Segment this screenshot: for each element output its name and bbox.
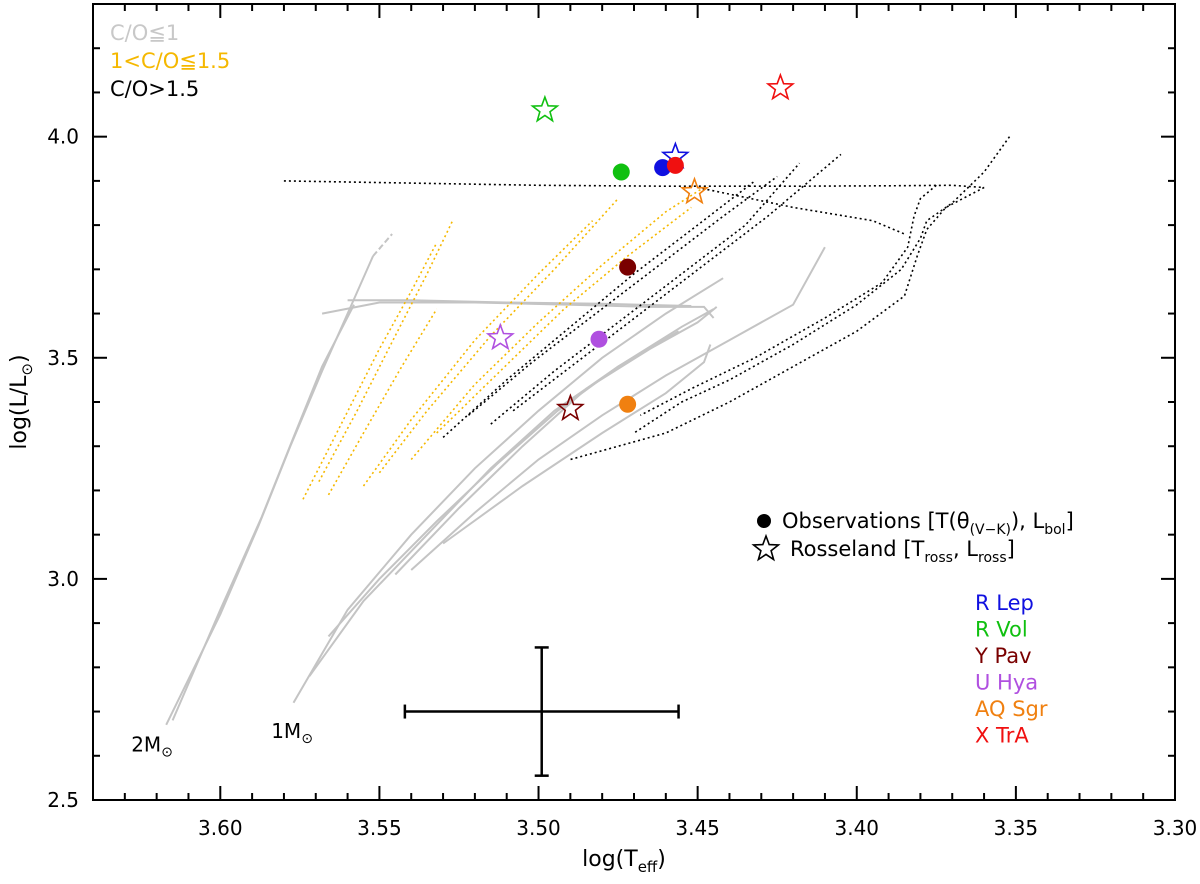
- track-gray-3: [292, 277, 724, 704]
- legend-star-aq-sgr: AQ Sgr: [975, 697, 1048, 721]
- y-tick-label: 3.0: [47, 567, 79, 591]
- y-tick-label: 4.0: [47, 125, 79, 149]
- track-orange-15: [378, 198, 619, 474]
- x-tick-label: 3.45: [675, 816, 720, 840]
- legend-star-x-tra: X TrA: [975, 724, 1029, 748]
- x-tick-label: 3.30: [1153, 816, 1198, 840]
- legend-star-icon: [751, 533, 781, 562]
- track-black-21: [512, 153, 842, 412]
- track-orange-13: [327, 308, 438, 496]
- track-gray-10: [347, 299, 692, 307]
- mass-label-1msun: 1M⊙: [271, 719, 313, 747]
- track-gray-2: [372, 233, 393, 257]
- track-black-20: [490, 162, 801, 425]
- ross-marker-aq-sgr: [679, 176, 710, 205]
- error-bar: [403, 646, 680, 777]
- track-legend-orange: 1<C/O≦1.5: [110, 49, 230, 73]
- track-orange-17: [436, 206, 692, 434]
- legend-observations-label: Observations [T(θ(V−K)), Lbol]: [782, 509, 1074, 538]
- x-axis-title: log(Teff): [582, 847, 666, 876]
- legend-rosseland-label: Rosseland [Tross, Lross]: [790, 537, 1015, 566]
- star-name-legend: R Lep R Vol Y Pav U Hya AQ Sgr X TrA: [974, 591, 1048, 748]
- obs-marker-x-tra: [666, 156, 684, 174]
- track-black-23: [570, 186, 985, 461]
- x-axis-title-sub: eff: [638, 858, 658, 876]
- track-legend-gray: C/O≦1: [110, 21, 179, 45]
- axis-ticks: 3.60 3.55 3.50 3.45 3.40 3.35 3.30 2.5 3.0 3.5 4.0: [47, 3, 1198, 840]
- legend-star-r-vol: R Vol: [975, 618, 1028, 642]
- x-tick-label: 3.40: [834, 816, 879, 840]
- ross-marker-x-tra: [765, 72, 796, 101]
- track-black-25: [640, 184, 937, 417]
- ross-marker-r-vol: [530, 94, 560, 123]
- mass-label-2msun: 2M⊙: [131, 732, 173, 760]
- track-legend-black: C/O>1.5: [110, 77, 199, 101]
- track-orange-11: [302, 242, 438, 500]
- track-gray-8: [394, 306, 718, 576]
- obs-marker-aq-sgr: [619, 395, 637, 413]
- legend-star-y-pav: Y Pav: [974, 644, 1032, 668]
- legend-circle-icon: [757, 514, 771, 528]
- track-black-22: [283, 180, 985, 189]
- symbol-legend: Observations [T(θ(V−K)), Lbol] Rosseland…: [751, 509, 1074, 566]
- ross-marker-u-hya: [485, 322, 515, 351]
- track-black-26: [697, 186, 905, 235]
- track-orange-16: [410, 184, 708, 461]
- ross-marker-y-pav: [555, 393, 585, 422]
- track-orange-14: [362, 220, 594, 487]
- y-axis-title: log(L/L⊙): [7, 354, 36, 449]
- y-axis-title-sub: ⊙: [18, 363, 36, 376]
- track-gray-4: [308, 308, 715, 677]
- track-gray-7: [442, 344, 712, 545]
- track-gray-6: [410, 246, 826, 571]
- y-tick-label: 2.5: [47, 788, 79, 812]
- x-tick-label: 3.35: [994, 816, 1039, 840]
- track-legend: C/O≦1 1<C/O≦1.5 C/O>1.5: [110, 21, 230, 101]
- track-orange-12: [318, 220, 454, 482]
- track-black-24: [633, 136, 1011, 434]
- track-black-18: [442, 180, 756, 438]
- evolution-tracks: [165, 136, 1011, 726]
- legend-star-u-hya: U Hya: [975, 671, 1038, 695]
- star-markers: [485, 72, 796, 422]
- obs-marker-u-hya: [590, 330, 608, 348]
- track-gray-1: [171, 304, 355, 721]
- obs-marker-r-vol: [612, 163, 630, 181]
- x-tick-label: 3.55: [357, 816, 402, 840]
- track-black-19: [467, 175, 778, 416]
- obs-marker-r-lep: [654, 159, 672, 177]
- x-tick-label: 3.50: [516, 816, 561, 840]
- obs-marker-y-pav: [619, 258, 637, 276]
- y-tick-label: 3.5: [47, 346, 79, 370]
- track-gray-5: [327, 330, 680, 638]
- x-tick-label: 3.60: [198, 816, 243, 840]
- legend-star-r-lep: R Lep: [975, 591, 1034, 615]
